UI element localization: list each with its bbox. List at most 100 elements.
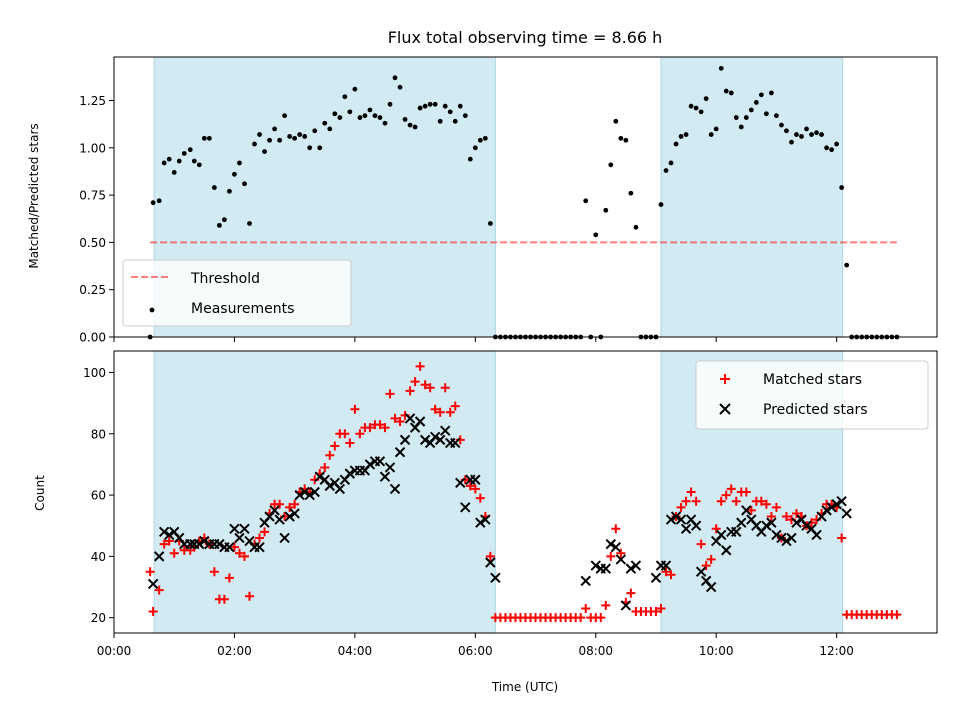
matched-star-point xyxy=(350,404,360,414)
measurement-point xyxy=(603,207,609,213)
matched-star-point xyxy=(726,484,736,494)
predicted-star-point xyxy=(600,563,612,574)
predicted-star-point xyxy=(761,520,772,531)
measurement-point xyxy=(367,107,373,113)
predicted-star-point xyxy=(399,434,411,446)
observing-window-shade-1 xyxy=(660,56,844,338)
measurement-point xyxy=(297,132,303,137)
top-y-axis-label: Matched/Predicted stars xyxy=(27,123,41,268)
matched-star-point xyxy=(325,450,335,460)
measurement-point xyxy=(417,105,423,111)
measurement-point xyxy=(342,94,348,100)
measurement-point xyxy=(683,132,689,137)
predicted-star-point xyxy=(590,560,601,571)
matched-star-point xyxy=(345,438,355,448)
predicted-star-point xyxy=(309,486,320,498)
predicted-star-point xyxy=(254,541,265,553)
predicted-star-point xyxy=(434,434,446,446)
y-tick-label: 0.00 xyxy=(79,331,106,345)
measurement-point xyxy=(774,113,779,119)
x-tick-label: 04:00 xyxy=(338,644,373,658)
predicted-star-point xyxy=(675,514,687,525)
predicted-star-point xyxy=(229,523,240,534)
matched-star-point xyxy=(164,536,174,546)
predicted-star-point xyxy=(741,505,752,516)
measurement-point xyxy=(613,118,619,124)
predicted-star-point xyxy=(289,508,300,519)
predicted-star-point xyxy=(731,526,742,538)
matched-star-point xyxy=(154,585,164,595)
measurement-point xyxy=(703,96,709,102)
predicted-star-point xyxy=(475,517,486,528)
legend-box xyxy=(122,259,352,327)
predicted-star-point xyxy=(736,517,747,528)
predicted-star-point xyxy=(299,486,310,498)
measurement-point xyxy=(232,171,237,177)
predicted-star-point xyxy=(404,413,416,424)
legend-label: Predicted stars xyxy=(763,402,868,418)
y-tick-label: 100 xyxy=(83,366,106,380)
matched-star-point xyxy=(661,567,671,577)
measurement-point xyxy=(758,92,764,98)
measurement-point xyxy=(814,130,819,136)
measurement-point xyxy=(738,124,744,130)
predicted-star-point xyxy=(414,416,426,427)
matched-star-point xyxy=(390,413,400,423)
measurement-point xyxy=(628,190,634,196)
measurement-point xyxy=(688,103,694,109)
measurement-point xyxy=(743,115,749,120)
measurement-point xyxy=(247,221,252,226)
matched-star-point xyxy=(706,554,716,564)
measurement-point xyxy=(834,141,840,147)
predicted-star-point xyxy=(821,505,832,516)
x-tick-label: 08:00 xyxy=(578,644,613,658)
predicted-star-point xyxy=(605,538,617,550)
matched-star-point xyxy=(330,441,340,451)
predicted-star-point xyxy=(665,514,677,525)
matched-star-point xyxy=(766,512,776,522)
matched-star-point xyxy=(611,524,621,534)
matched-star-point xyxy=(601,600,611,610)
matched-star-point xyxy=(410,377,420,387)
measurement-point xyxy=(191,158,197,164)
measurement-point xyxy=(442,103,448,109)
predicted-star-point xyxy=(439,425,451,436)
measurement-point xyxy=(487,221,493,226)
y-tick-label: 0.75 xyxy=(79,189,106,203)
matched-star-point xyxy=(465,481,475,491)
measurement-point xyxy=(839,185,845,190)
matched-star-point xyxy=(485,551,495,561)
measurement-point xyxy=(242,181,247,187)
matched-star-point xyxy=(771,502,781,512)
measurement-point xyxy=(718,65,724,71)
matched-star-point xyxy=(255,533,265,543)
predicted-star-point xyxy=(680,523,692,534)
predicted-star-point xyxy=(660,560,672,571)
matched-star-point xyxy=(145,567,155,577)
matched-star-point xyxy=(159,539,169,549)
predicted-star-point xyxy=(836,495,847,507)
predicted-star-point xyxy=(630,560,642,571)
measurement-point xyxy=(844,262,850,268)
measurement-point xyxy=(201,135,207,141)
predicted-star-point xyxy=(801,520,812,531)
measurement-point xyxy=(663,168,669,173)
measurement-point xyxy=(187,147,193,153)
matched-star-point xyxy=(666,570,676,580)
predicted-star-point xyxy=(786,532,797,544)
matched-star-point xyxy=(445,407,455,417)
matched-star-point xyxy=(837,533,847,543)
x-axis-label: Time (UTC) xyxy=(491,680,558,694)
matched-star-point xyxy=(440,383,450,393)
matched-star-point xyxy=(244,591,254,601)
measurement-point xyxy=(156,198,162,204)
top-panel: 0.00 0.25 0.50 0.75 1.00 1.25 Threshold Measure… xyxy=(79,56,938,345)
predicted-star-point xyxy=(163,529,175,541)
x-tick-label: 02:00 xyxy=(217,644,252,658)
matched-star-point xyxy=(651,607,661,617)
legend-predicted-swatch xyxy=(719,403,731,415)
measurement-point xyxy=(181,151,187,156)
matched-star-point xyxy=(320,462,330,472)
measurement-point xyxy=(292,135,298,141)
legend-matched-swatch xyxy=(720,374,730,384)
